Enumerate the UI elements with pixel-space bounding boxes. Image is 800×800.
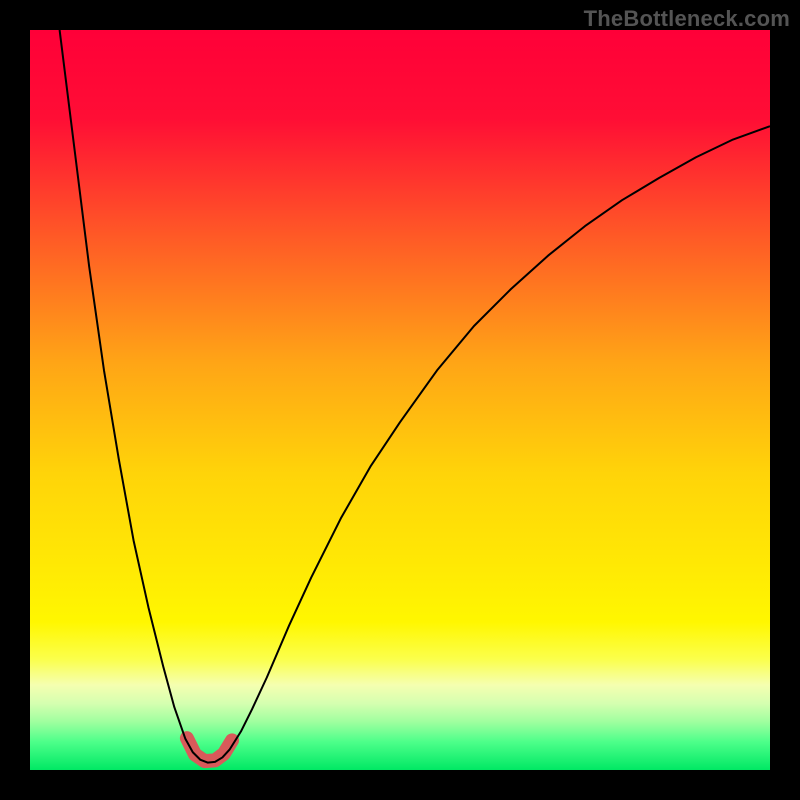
plot-area bbox=[30, 30, 770, 770]
curve-layer bbox=[30, 30, 770, 770]
watermark-text: TheBottleneck.com bbox=[584, 6, 790, 32]
trough-highlight bbox=[187, 738, 232, 761]
bottleneck-curve bbox=[60, 30, 770, 763]
chart-stage: TheBottleneck.com bbox=[0, 0, 800, 800]
